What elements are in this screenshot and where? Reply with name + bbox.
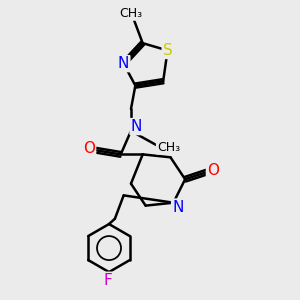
Text: N: N	[172, 200, 184, 214]
Text: CH₃: CH₃	[119, 7, 142, 20]
Text: CH₃: CH₃	[157, 141, 180, 154]
Text: N: N	[118, 56, 129, 71]
Text: N: N	[130, 119, 142, 134]
Text: O: O	[207, 163, 219, 178]
Text: S: S	[163, 43, 172, 58]
Text: F: F	[103, 273, 112, 288]
Text: O: O	[83, 141, 95, 156]
